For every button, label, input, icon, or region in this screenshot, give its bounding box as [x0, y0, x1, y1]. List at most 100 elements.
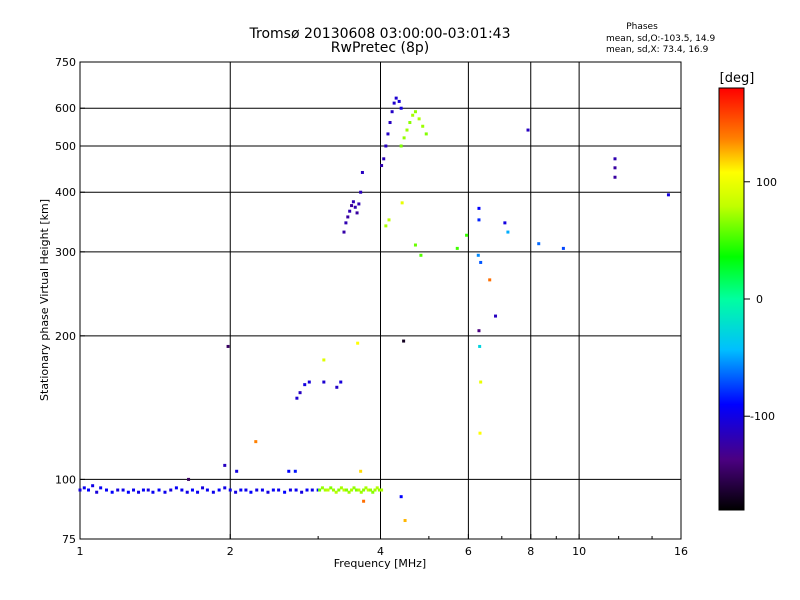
phases-x-stat: mean, sd,X: 73.4, 16.9 — [606, 45, 709, 55]
data-point — [329, 486, 333, 490]
data-point — [228, 488, 232, 492]
data-point — [95, 490, 99, 494]
data-point — [355, 211, 359, 215]
data-point — [339, 380, 343, 384]
data-point — [254, 440, 258, 444]
y-tick-label: 400 — [55, 186, 76, 199]
data-point — [666, 193, 670, 197]
data-point — [132, 488, 136, 492]
data-point — [310, 488, 314, 492]
data-point — [196, 490, 200, 494]
x-axis-ticks: 1 2 4 6 8 10 16 — [77, 534, 688, 558]
data-point — [223, 486, 227, 490]
data-point — [408, 121, 412, 125]
x-tick-label: 6 — [465, 545, 472, 558]
data-point — [561, 246, 565, 250]
data-point — [141, 488, 145, 492]
data-point — [399, 495, 403, 499]
data-point — [476, 253, 480, 257]
data-point — [359, 190, 363, 194]
colorbar-tick-label: -100 — [750, 410, 775, 423]
data-point — [377, 488, 381, 492]
phases-o-stat: mean, sd,O:-103.5, 14.9 — [606, 34, 716, 44]
data-point — [91, 484, 95, 488]
y-tick-label: 100 — [55, 473, 76, 486]
data-point — [419, 253, 423, 257]
data-point — [201, 486, 205, 490]
data-point — [151, 490, 155, 494]
data-point — [234, 490, 238, 494]
data-point — [477, 206, 481, 210]
data-point — [255, 488, 259, 492]
data-point — [399, 106, 403, 110]
data-point — [455, 246, 459, 250]
data-point — [394, 96, 398, 100]
data-point — [613, 157, 617, 161]
data-point — [357, 488, 361, 492]
data-point — [494, 314, 498, 318]
data-point — [356, 341, 360, 345]
data-point — [613, 175, 617, 179]
data-point — [295, 396, 299, 400]
data-point — [364, 486, 368, 490]
data-point — [397, 99, 401, 103]
data-point — [373, 488, 377, 492]
data-point — [294, 488, 298, 492]
data-point — [87, 488, 91, 492]
colorbar — [718, 87, 745, 511]
data-point — [187, 477, 191, 481]
y-tick-label: 300 — [55, 246, 76, 259]
data-point — [169, 488, 173, 492]
data-point — [417, 117, 421, 121]
data-point — [421, 124, 425, 128]
data-point — [465, 233, 469, 237]
x-axis-label: Frequency [MHz] — [334, 557, 426, 570]
colorbar-label: [deg] — [720, 71, 755, 86]
data-point — [478, 344, 482, 348]
data-point — [387, 218, 391, 222]
data-point — [277, 488, 281, 492]
data-point — [239, 488, 243, 492]
data-point — [375, 486, 379, 490]
data-point — [104, 488, 108, 492]
data-point — [359, 490, 363, 494]
data-point — [488, 278, 492, 282]
data-point — [346, 215, 350, 219]
x-tick-label: 16 — [674, 545, 688, 558]
data-point — [334, 490, 338, 494]
data-point — [339, 486, 343, 490]
data-point — [413, 110, 417, 114]
data-point — [266, 490, 270, 494]
colorbar-tick-label: 100 — [756, 176, 777, 189]
data-point — [82, 486, 86, 490]
y-axis-ticks: 75 100 200 300 400 500 600 750 — [55, 56, 85, 546]
data-point — [137, 490, 141, 494]
data-point — [78, 488, 82, 492]
data-point — [322, 358, 326, 362]
data-point — [360, 170, 364, 174]
data-point — [477, 329, 481, 333]
data-point — [322, 380, 326, 384]
data-point — [99, 486, 103, 490]
data-points — [78, 96, 670, 523]
data-point — [390, 110, 394, 114]
data-point — [337, 488, 341, 492]
y-tick-label: 200 — [55, 330, 76, 343]
data-point — [353, 205, 357, 209]
data-point — [226, 344, 230, 348]
data-point — [331, 488, 335, 492]
data-point — [405, 128, 409, 132]
data-point — [163, 490, 167, 494]
data-point — [362, 488, 366, 492]
data-point — [399, 144, 403, 148]
data-point — [211, 490, 215, 494]
data-point — [157, 488, 161, 492]
data-point — [249, 490, 253, 494]
data-point — [350, 204, 354, 208]
data-point — [362, 499, 366, 503]
data-point — [357, 202, 361, 206]
data-point — [402, 339, 406, 343]
data-point — [288, 488, 292, 492]
data-point — [260, 488, 264, 492]
data-point — [342, 230, 346, 234]
